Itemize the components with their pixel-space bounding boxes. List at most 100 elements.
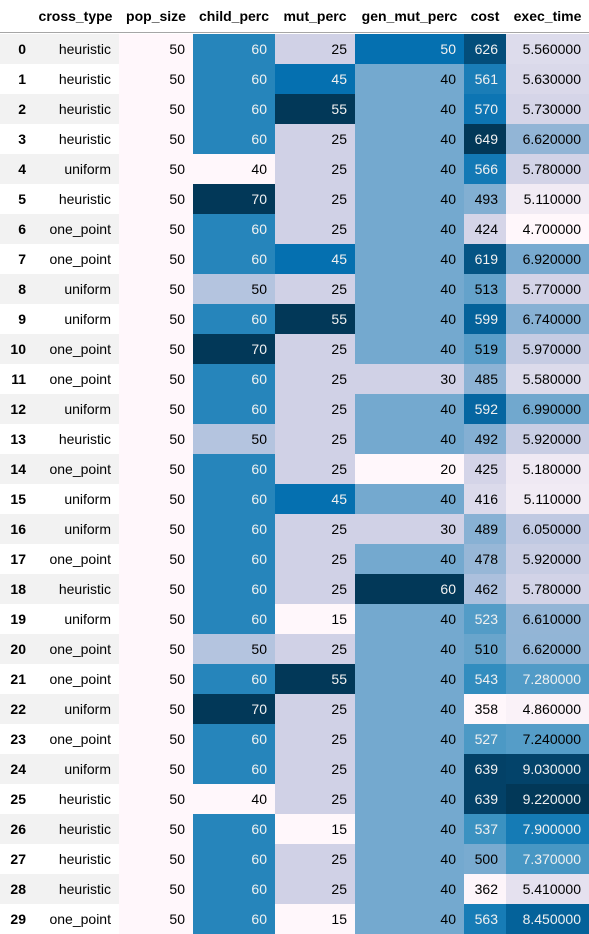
row-index: 29 [0,904,32,934]
row-index: 3 [0,124,32,154]
table-cell-gen_mut_perc: 40 [355,64,464,94]
table-cell-cross_type: heuristic [32,814,119,844]
row-index: 4 [0,154,32,184]
table-cell-cost: 485 [464,364,506,394]
table-cell-gen_mut_perc: 40 [355,784,464,814]
table-cell-cost: 561 [464,64,506,94]
table-cell-mut_perc: 25 [275,214,355,244]
table-cell-cost: 639 [464,754,506,784]
table-cell-cross_type: one_point [32,454,119,484]
table-cell-exec_time: 6.920000 [506,244,589,274]
table-cell-pop_size: 50 [119,634,193,664]
table-cell-gen_mut_perc: 40 [355,124,464,154]
header-divider [0,32,589,33]
table-cell-cost: 416 [464,484,506,514]
table-cell-exec_time: 7.370000 [506,844,589,874]
table-cell-child_perc: 60 [193,304,275,334]
table-cell-cross_type: one_point [32,364,119,394]
table-cell-cost: 537 [464,814,506,844]
table-cell-exec_time: 5.630000 [506,64,589,94]
table-cell-gen_mut_perc: 40 [355,694,464,724]
table-cell-pop_size: 50 [119,874,193,904]
table-cell-child_perc: 60 [193,544,275,574]
row-index: 18 [0,574,32,604]
table-cell-child_perc: 60 [193,574,275,604]
table-cell-mut_perc: 25 [275,274,355,304]
table-cell-exec_time: 5.110000 [506,184,589,214]
table-cell-pop_size: 50 [119,754,193,784]
table-cell-gen_mut_perc: 40 [355,604,464,634]
table-cell-cost: 513 [464,274,506,304]
table-cell-child_perc: 50 [193,424,275,454]
table-cell-mut_perc: 25 [275,424,355,454]
row-index: 23 [0,724,32,754]
table-cell-mut_perc: 25 [275,514,355,544]
table-cell-gen_mut_perc: 20 [355,454,464,484]
table-cell-gen_mut_perc: 30 [355,514,464,544]
table-cell-cost: 462 [464,574,506,604]
table-cell-pop_size: 50 [119,274,193,304]
table-cell-exec_time: 5.410000 [506,874,589,904]
row-index: 28 [0,874,32,904]
table-cell-pop_size: 50 [119,454,193,484]
table-cell-mut_perc: 25 [275,544,355,574]
table-cell-gen_mut_perc: 40 [355,94,464,124]
table-cell-child_perc: 60 [193,724,275,754]
table-cell-child_perc: 60 [193,604,275,634]
table-cell-exec_time: 4.860000 [506,694,589,724]
table-cell-cost: 519 [464,334,506,364]
table-cell-child_perc: 40 [193,154,275,184]
table-cell-cross_type: uniform [32,694,119,724]
row-index: 16 [0,514,32,544]
table-cell-exec_time: 7.240000 [506,724,589,754]
row-index: 13 [0,424,32,454]
table-cell-exec_time: 5.770000 [506,274,589,304]
table-cell-pop_size: 50 [119,394,193,424]
table-cell-cross_type: uniform [32,274,119,304]
table-cell-gen_mut_perc: 40 [355,214,464,244]
table-cell-cost: 492 [464,424,506,454]
table-cell-cross_type: heuristic [32,94,119,124]
table-cell-exec_time: 5.920000 [506,544,589,574]
table-cell-mut_perc: 25 [275,844,355,874]
table-cell-child_perc: 60 [193,484,275,514]
table-cell-pop_size: 50 [119,94,193,124]
table-cell-pop_size: 50 [119,604,193,634]
table-cell-pop_size: 50 [119,64,193,94]
table-cell-mut_perc: 25 [275,874,355,904]
table-cell-cost: 523 [464,604,506,634]
table-cell-exec_time: 5.920000 [506,424,589,454]
row-index: 9 [0,304,32,334]
table-cell-cross_type: heuristic [32,574,119,604]
table-cell-child_perc: 70 [193,184,275,214]
table-cell-pop_size: 50 [119,784,193,814]
table-cell-cross_type: heuristic [32,784,119,814]
table-cell-gen_mut_perc: 40 [355,424,464,454]
table-cell-pop_size: 50 [119,814,193,844]
table-cell-gen_mut_perc: 40 [355,154,464,184]
table-cell-cost: 425 [464,454,506,484]
row-index: 7 [0,244,32,274]
column-header-child_perc: child_perc [198,8,270,24]
table-cell-mut_perc: 55 [275,94,355,124]
table-cell-cost: 566 [464,154,506,184]
table-cell-child_perc: 60 [193,364,275,394]
row-index: 24 [0,754,32,784]
table-cell-child_perc: 60 [193,664,275,694]
table-cell-child_perc: 60 [193,904,275,934]
column-header-cost: cost [470,8,500,24]
table-cell-mut_perc: 25 [275,784,355,814]
table-cell-child_perc: 60 [193,94,275,124]
table-cell-gen_mut_perc: 30 [355,364,464,394]
table-cell-mut_perc: 25 [275,574,355,604]
table-cell-gen_mut_perc: 60 [355,574,464,604]
table-cell-cross_type: heuristic [32,874,119,904]
table-cell-child_perc: 60 [193,394,275,424]
table-cell-cost: 626 [464,34,506,64]
table-cell-cross_type: heuristic [32,124,119,154]
table-cell-cost: 570 [464,94,506,124]
table-cell-pop_size: 50 [119,544,193,574]
table-cell-mut_perc: 25 [275,334,355,364]
table-cell-mut_perc: 15 [275,904,355,934]
